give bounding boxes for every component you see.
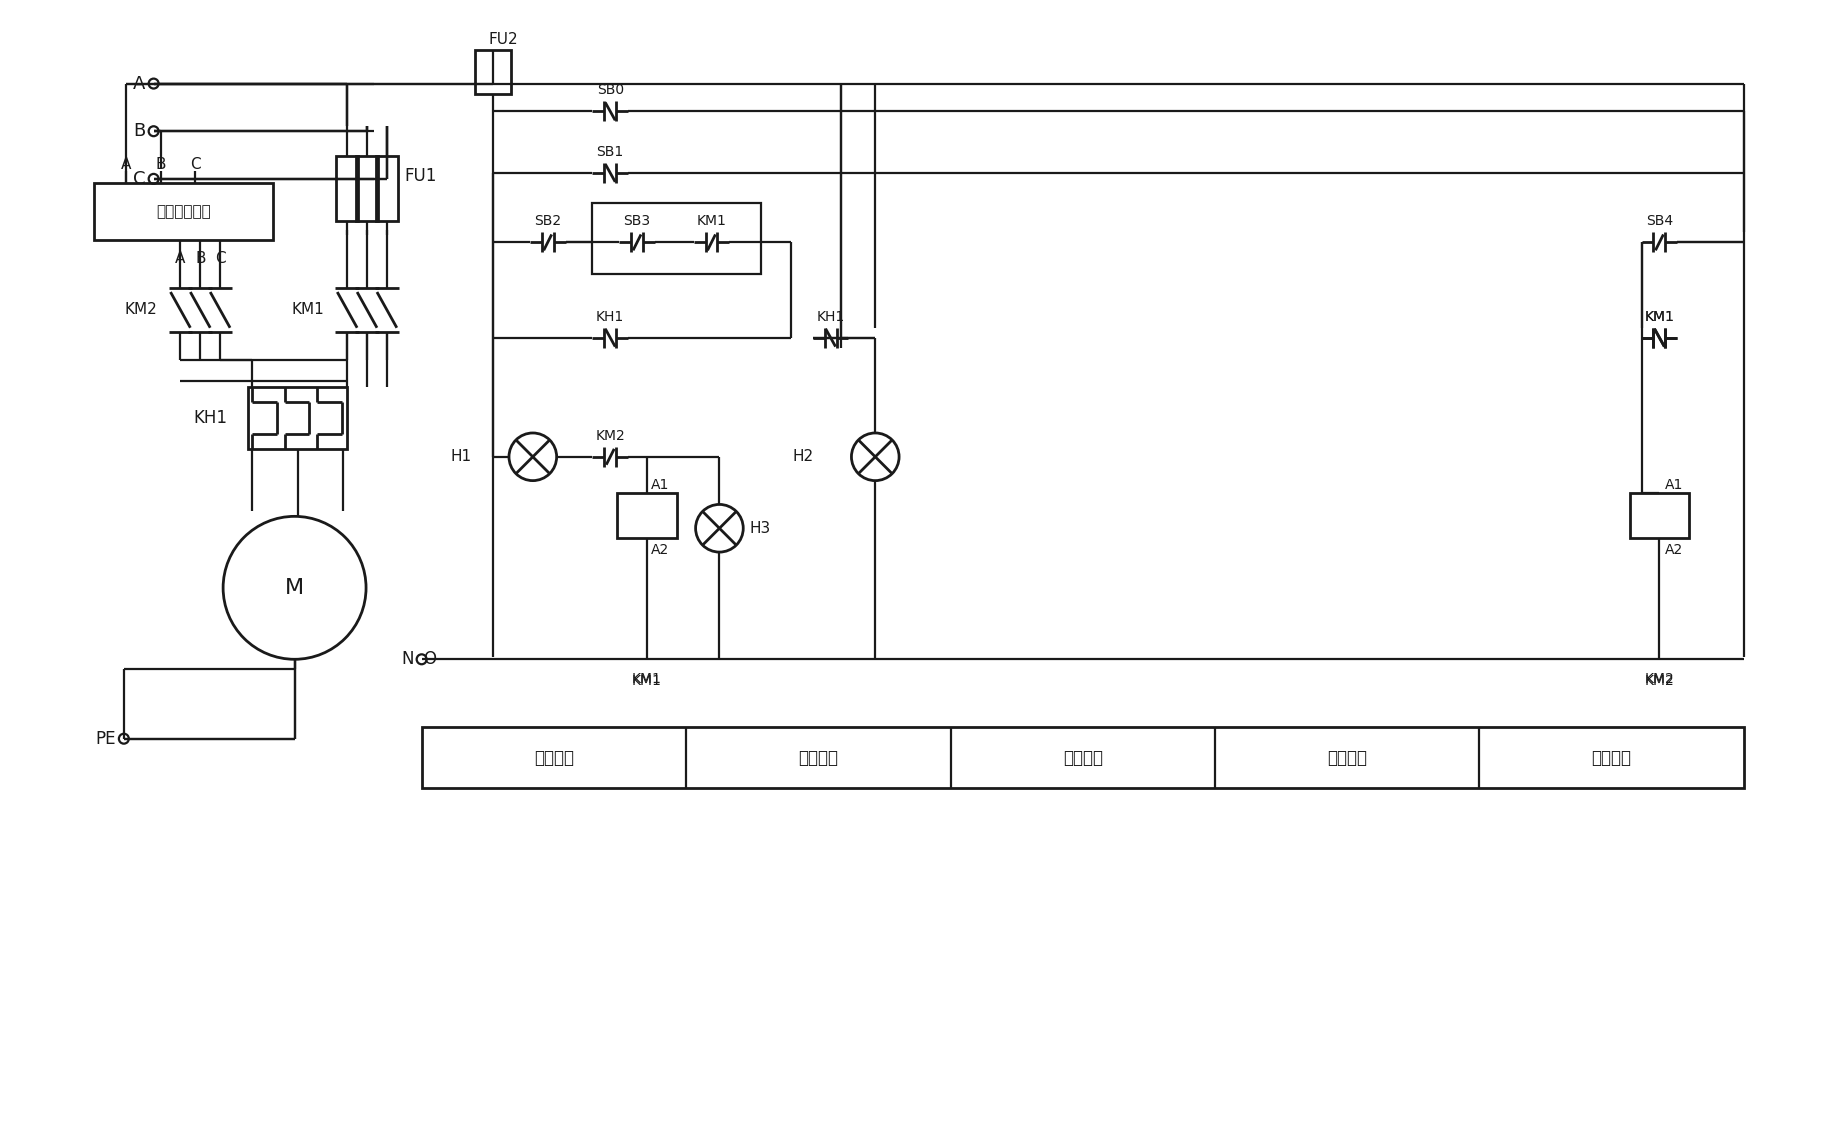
Circle shape — [149, 126, 158, 136]
Text: KH1: KH1 — [816, 310, 845, 324]
Text: 智能定时开关: 智能定时开关 — [157, 204, 211, 219]
Circle shape — [118, 733, 129, 743]
Text: KM1: KM1 — [1644, 310, 1673, 324]
Text: B: B — [133, 122, 146, 140]
Text: B: B — [195, 250, 206, 266]
Bar — [592, 203, 761, 274]
Text: KM1: KM1 — [632, 672, 661, 686]
Text: 自动控制: 自动控制 — [1592, 749, 1632, 767]
Bar — [248, 387, 348, 449]
Text: 电源指示: 电源指示 — [534, 749, 574, 767]
Text: KM2: KM2 — [1644, 672, 1673, 686]
Text: B: B — [155, 158, 166, 173]
Text: A: A — [133, 74, 146, 92]
Text: FU2: FU2 — [488, 33, 517, 47]
Text: 故障指示: 故障指示 — [1328, 749, 1368, 767]
Text: C: C — [133, 170, 146, 188]
Text: M: M — [286, 578, 304, 598]
Text: A2: A2 — [650, 543, 668, 557]
Circle shape — [149, 79, 158, 88]
Text: SB1: SB1 — [597, 146, 625, 159]
Text: A1: A1 — [650, 477, 670, 492]
Circle shape — [149, 174, 158, 184]
Text: SB0: SB0 — [597, 83, 625, 97]
Text: KM1: KM1 — [632, 675, 661, 688]
Text: N: N — [401, 650, 413, 668]
Text: KM2: KM2 — [126, 302, 158, 317]
Bar — [1630, 493, 1690, 538]
Text: C: C — [215, 250, 226, 266]
Text: A1: A1 — [1666, 477, 1684, 492]
Text: FU1: FU1 — [404, 167, 437, 185]
Bar — [422, 726, 1745, 788]
Text: H1: H1 — [450, 449, 472, 465]
Text: KH1: KH1 — [595, 310, 625, 324]
Text: SB3: SB3 — [623, 214, 650, 229]
Bar — [617, 493, 677, 538]
Text: H2: H2 — [792, 449, 814, 465]
Bar — [357, 156, 379, 221]
Text: A2: A2 — [1666, 543, 1684, 557]
Text: KM1: KM1 — [1644, 310, 1673, 324]
Text: KM2: KM2 — [1644, 675, 1673, 688]
Bar — [337, 156, 359, 221]
Text: KM1: KM1 — [697, 214, 727, 229]
Circle shape — [417, 654, 426, 664]
Text: KM1: KM1 — [291, 302, 324, 317]
Text: KM2: KM2 — [595, 429, 625, 443]
Text: PE: PE — [95, 730, 117, 748]
Text: 运行指示: 运行指示 — [1063, 749, 1104, 767]
Bar — [475, 50, 512, 94]
Text: KH1: KH1 — [193, 409, 228, 428]
Text: SB4: SB4 — [1646, 214, 1673, 229]
Text: O: O — [424, 650, 437, 668]
Text: A: A — [120, 158, 131, 173]
Text: 手动控制: 手动控制 — [798, 749, 838, 767]
Bar — [95, 183, 273, 240]
Text: SB2: SB2 — [534, 214, 561, 229]
Text: C: C — [189, 158, 200, 173]
Bar — [375, 156, 397, 221]
Text: H3: H3 — [748, 521, 770, 536]
Text: A: A — [175, 250, 186, 266]
